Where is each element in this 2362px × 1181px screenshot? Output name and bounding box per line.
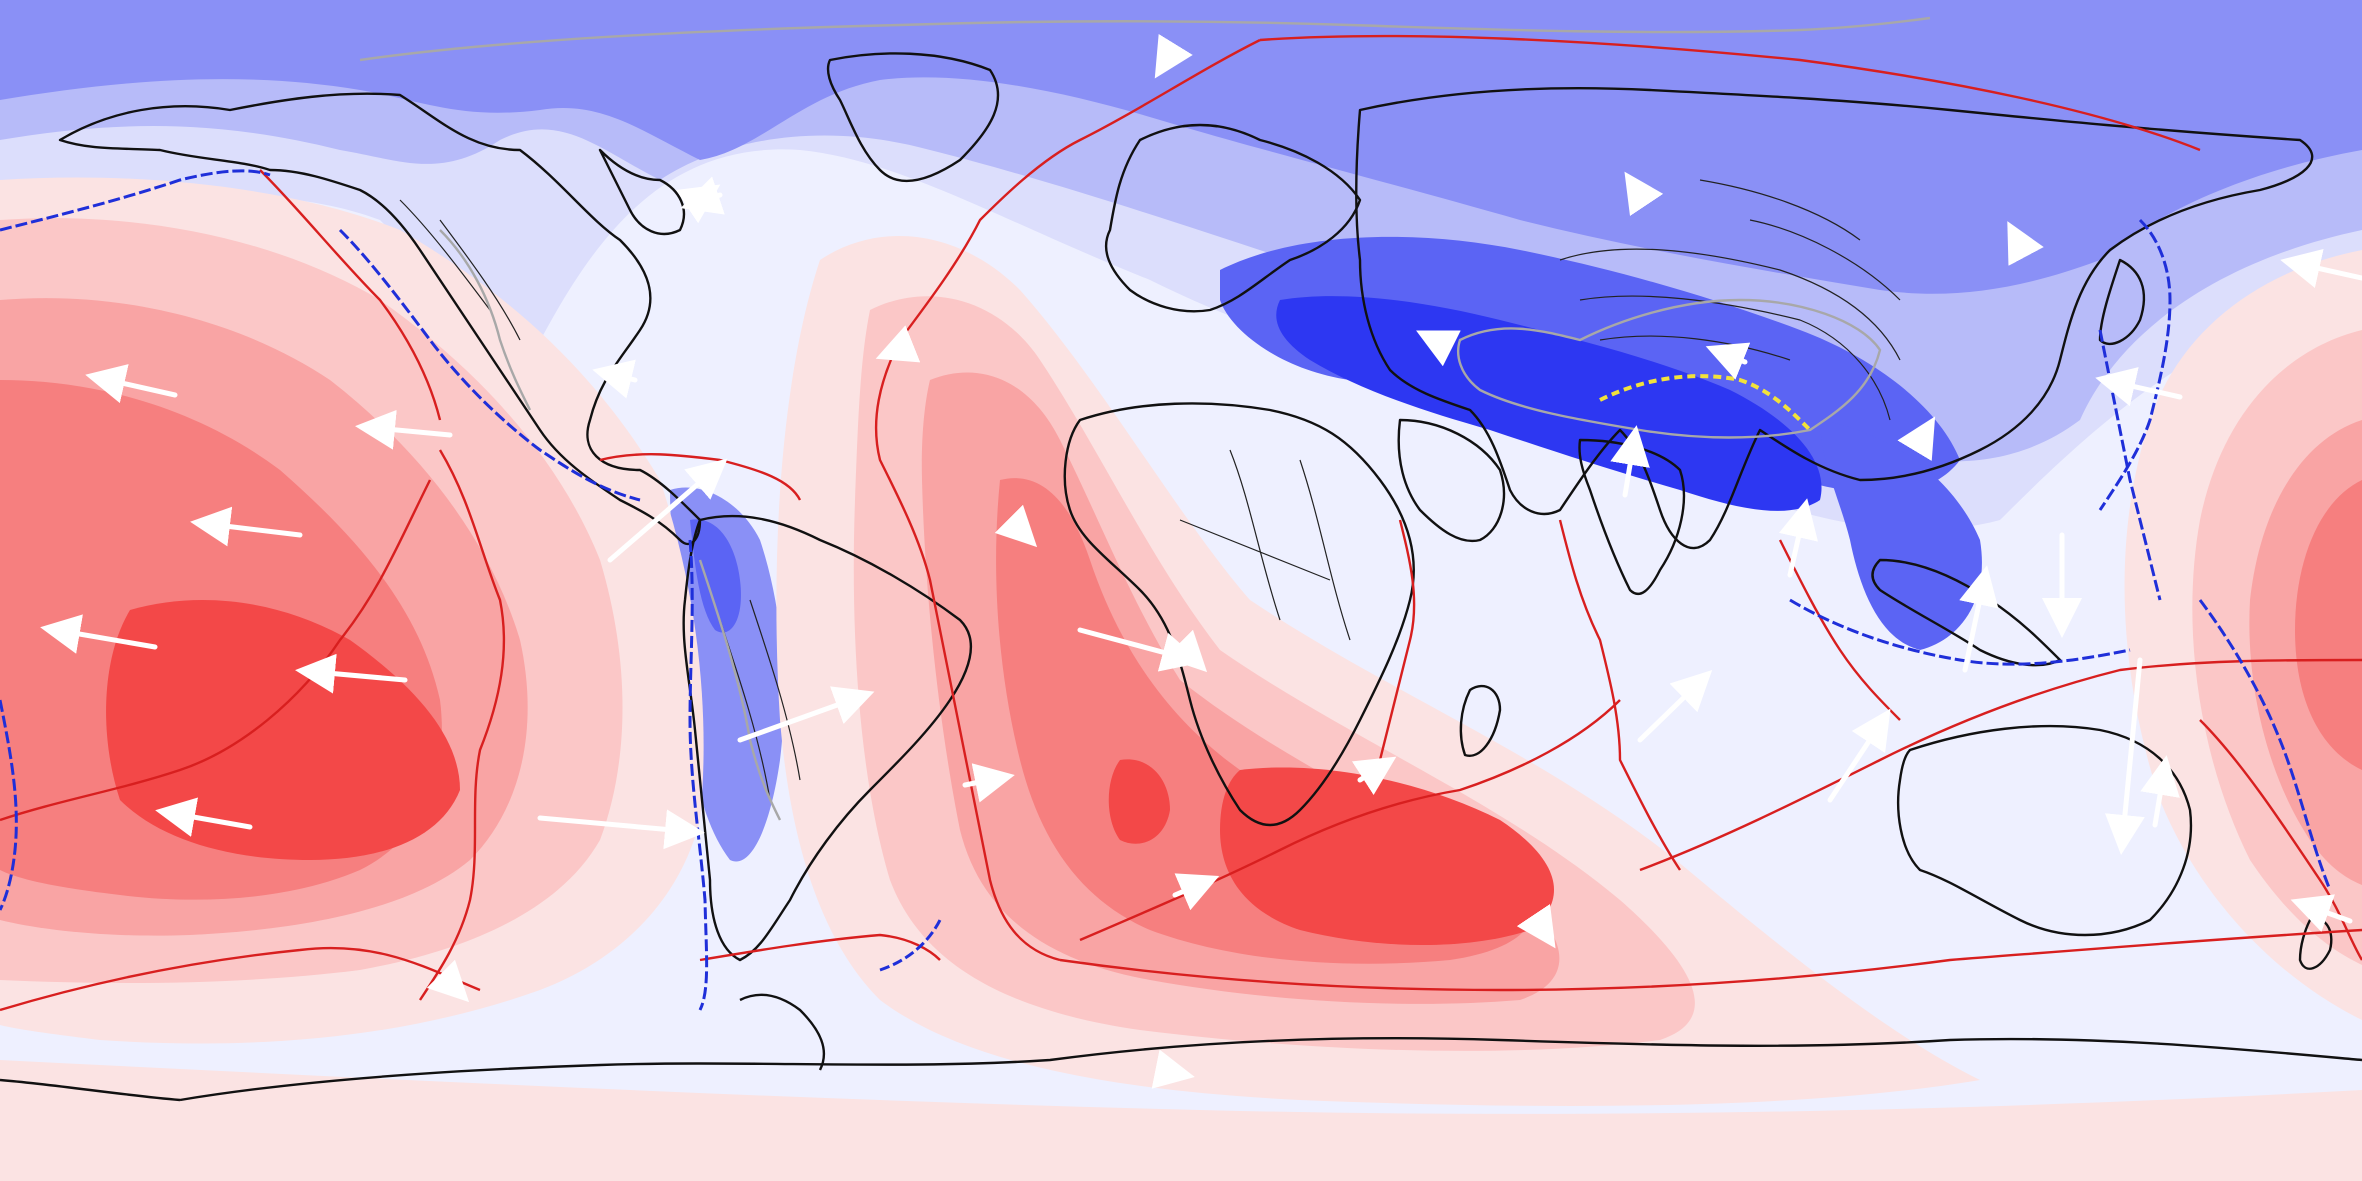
velocity-arrow (355, 409, 453, 450)
coastline-madagascar (1459, 684, 1502, 757)
coastline-arabia (1397, 418, 1506, 543)
velocity-arrow (85, 364, 178, 404)
velocity-arrow (875, 325, 921, 363)
collision-front-himalaya (1599, 374, 1812, 432)
deformation-zone-andes (698, 559, 782, 821)
field-band-north-blue-5 (1276, 296, 1822, 511)
field-band-south-pale (0, 1060, 2362, 1181)
velocity-arrow (2095, 367, 2183, 407)
plate-boundary-layer (0, 34, 2362, 1012)
coastline-africa (1063, 402, 1415, 827)
coastline-asia (1355, 87, 2314, 550)
velocity-arrow (592, 359, 638, 399)
velocity-arrow (1151, 1049, 1195, 1089)
coastline-greenland (826, 52, 1000, 183)
velocity-arrow (155, 797, 253, 837)
velocity-arrow (2140, 755, 2180, 828)
velocity-arrow (1351, 756, 1397, 796)
velocity-arrow (607, 458, 728, 563)
velocity-arrow (1827, 708, 1891, 803)
plate-boundary-pacific-nazca (0, 479, 432, 822)
velocity-arrow (2104, 657, 2145, 855)
velocity-arrow (1416, 330, 1461, 367)
velocity-arrow (1164, 629, 1208, 673)
subduction-zone-kuril-japan (2098, 218, 2172, 511)
velocity-arrow (190, 506, 303, 547)
fault-lines-americas (399, 199, 801, 801)
velocity-arrow (737, 686, 875, 743)
velocity-arrow (1154, 33, 1193, 79)
velocity-arrow (1516, 903, 1556, 949)
subduction-zone-aleutian (0, 169, 271, 232)
deformation-zone-layer (359, 16, 1931, 821)
subduction-zone-central-america-west (0, 699, 18, 911)
plate-boundary-pacific-antarctic (0, 928, 2362, 1012)
velocity-arrow (962, 763, 1015, 803)
velocity-arrow (295, 653, 408, 694)
deformation-zone-arctic-shelf (359, 16, 1931, 62)
subduction-zone-layer (0, 169, 2332, 1011)
coastline-india (1578, 438, 1686, 596)
subduction-zone-cascadia-mexico (338, 228, 641, 502)
velocity-arrow (1624, 171, 1664, 217)
fault-lines-africa (1179, 449, 1351, 641)
velocity-arrow (994, 504, 1038, 548)
subduction-zone-philippines-marianas (2098, 329, 2162, 601)
fault-lines-layer (399, 179, 1901, 801)
plate-boundary-tonga-kermadec (2199, 719, 2362, 961)
velocity-arrow (1959, 565, 1999, 673)
plate-boundary-arctic (1259, 34, 2201, 152)
deformation-zone-western-us (439, 229, 532, 411)
subduction-zone-tonga (2198, 599, 2332, 891)
velocity-arrow (2280, 248, 2362, 289)
coastline-australia (1897, 724, 2193, 937)
velocity-arrow (1610, 425, 1650, 498)
field-band-atlantic-red-5b (1108, 759, 1170, 844)
plate-boundary-central-indian-ridge (1558, 519, 1681, 871)
plate-boundary-scotia (699, 933, 941, 962)
velocity-arrow (675, 184, 721, 224)
field-band-sea-blue (1820, 420, 1982, 650)
coastline-europe (1104, 123, 1362, 313)
velocity-arrow (2007, 221, 2044, 266)
plate-boundary-mid-atlantic-ridge (874, 38, 1261, 962)
deformation-zone-tibet (1457, 298, 1882, 439)
plate-boundary-north-american-west (259, 169, 442, 421)
velocity-arrow (537, 809, 705, 850)
plate-boundary-indonesia (1778, 539, 1901, 721)
velocity-arrow (40, 614, 158, 654)
field-band-east-red-4 (2295, 480, 2362, 770)
velocity-arrow (1172, 873, 1220, 911)
subduction-zone-andes (688, 539, 709, 1011)
field-band-north-blue-3 (0, 0, 2362, 294)
coastline-antarctica (0, 1036, 2362, 1102)
plate-boundary-southeast-indian-ridge (1639, 658, 2362, 872)
velocity-arrow (426, 959, 470, 1003)
velocity-arrow (1637, 670, 1713, 743)
field-band-caribbean-blue-2 (690, 519, 741, 633)
velocity-arrow (1778, 498, 1818, 578)
field-band-atlantic-red-5 (1220, 767, 1554, 945)
velocity-arrow (1897, 416, 1936, 462)
coastline-hudson-bay (598, 148, 686, 236)
velocity-arrow-layer (40, 33, 2362, 1089)
plate-boundary-east-pacific-rise (419, 449, 506, 1001)
coastline-antarctic-peninsula (739, 993, 826, 1071)
collision-front-layer (1599, 374, 1812, 432)
coastline-japan (2098, 258, 2146, 346)
plate-boundary-africa-internal (1378, 519, 1416, 761)
fault-lines-asia (1559, 179, 1901, 421)
subduction-zone-scotia (879, 919, 942, 972)
field-band-pacific-red-5 (106, 600, 461, 860)
velocity-arrow (2290, 894, 2353, 932)
subduction-zone-java-sumatra (1789, 598, 2131, 666)
velocity-arrow (1705, 342, 1751, 380)
